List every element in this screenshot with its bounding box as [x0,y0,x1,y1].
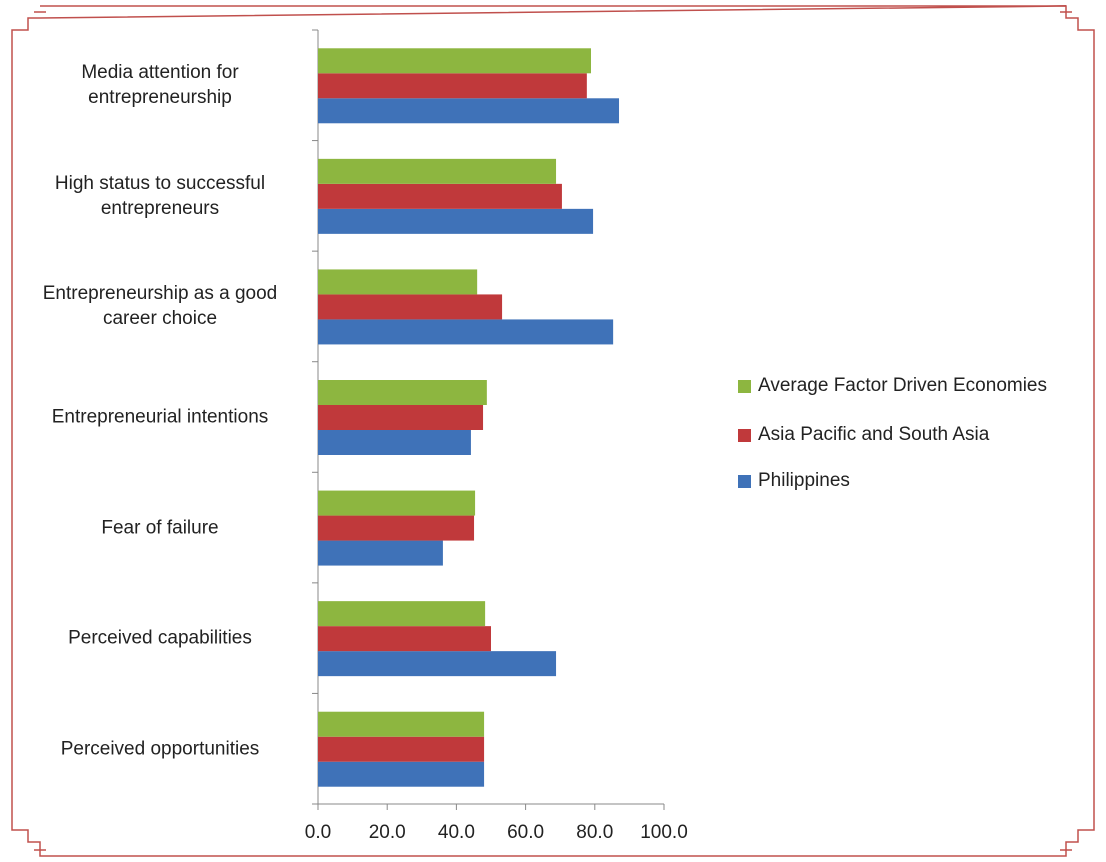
bar [318,761,485,787]
bar [318,651,557,677]
bar [318,98,620,124]
legend-label: Average Factor Driven Economies [758,375,1047,396]
bar [318,736,485,762]
y-tick-label: High status to successful entrepreneurs [54,172,266,219]
y-tick-label: Perceived opportunities [60,738,260,760]
y-tick-label: Fear of failure [101,517,219,539]
y-tick-label: Media attention for entrepreneurship [81,62,239,109]
y-tick-label: Entrepreneurship as a good career choice [42,283,278,330]
legend-swatch [738,429,751,442]
bar [318,208,594,234]
bar [318,319,614,345]
x-tick-label: 80.0 [576,822,613,843]
bar [318,711,485,737]
bar [318,48,591,74]
bar [318,490,476,516]
legend-label: Asia Pacific and South Asia [758,424,990,445]
bar [318,515,475,541]
bar [318,183,562,209]
bar [318,430,471,455]
bar [318,380,487,405]
bar [318,269,478,295]
bar [318,601,486,627]
y-tick-label: Perceived capabilities [68,627,252,649]
x-tick-label: 20.0 [369,822,406,843]
bar [318,73,587,99]
legend-swatch [738,475,751,488]
bar [318,626,491,652]
legend-swatch [738,380,751,393]
bar [318,158,557,184]
x-tick-label: 60.0 [507,822,544,843]
x-tick-label: 40.0 [438,822,475,843]
x-tick-label: 100.0 [640,822,688,843]
x-tick-label: 0.0 [305,822,331,843]
frame [11,5,1095,857]
bar [318,294,503,320]
y-tick-label: Entrepreneurial intentions [51,406,269,428]
legend-label: Philippines [758,470,850,491]
bar [318,540,443,566]
bar [318,405,484,430]
